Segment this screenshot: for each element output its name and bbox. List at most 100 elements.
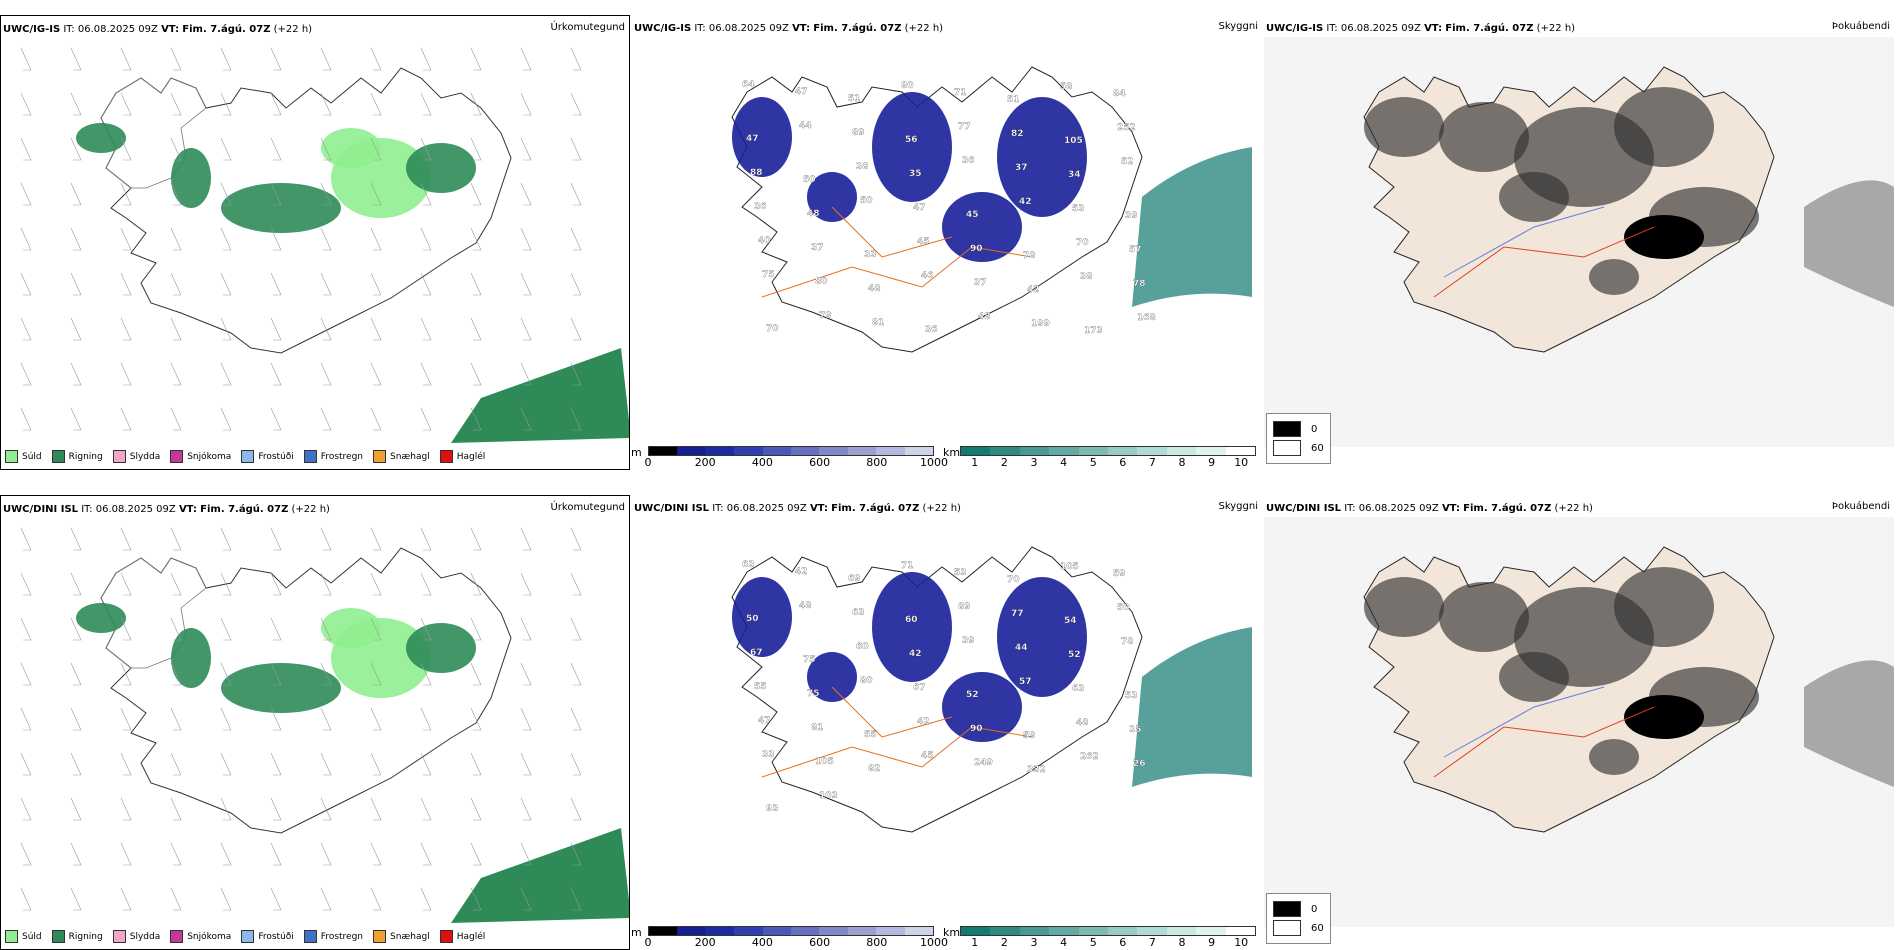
legend-label: Snæhagl [390,451,430,462]
iceland-map [20,527,629,923]
wind-barb [270,797,282,821]
wind-barb [520,407,532,431]
colorbar-unit: km [943,926,961,939]
wind-barb [220,572,232,596]
legend-swatch [170,450,184,463]
wind-barb [470,362,482,386]
wind-barb [420,797,432,821]
wind-barb [320,797,332,821]
low-cloud-area [732,97,792,177]
wind-barb [120,572,132,596]
wind-barb [220,137,232,161]
wind-barb [370,842,382,866]
colorbar-segment [1225,927,1256,935]
fog-legend-label: 0 [1311,903,1318,915]
panel-header: UWC/IG-IS IT: 06.08.2025 09Z VT: Fim. 7.… [634,23,944,34]
colorbar-segment [649,447,678,455]
cloud-base-label: 48 [868,284,881,294]
wind-barb [370,662,382,686]
iceland-outline [1264,517,1894,927]
colorbar-segment [1078,927,1109,935]
wind-barb [520,707,532,731]
wind-barb [570,752,582,776]
colorbar-tick-label: 1000 [920,936,948,949]
wind-barb [570,572,582,596]
cloud-base-label: 78 [1133,279,1146,289]
legend-label: Snjókoma [187,451,232,462]
colorbar-segment [847,447,877,455]
wind-barb [470,227,482,251]
wind-barb [570,707,582,731]
river-line [1443,686,1605,758]
wind-barb [470,797,482,821]
colorbar-segment [762,447,792,455]
colorbar-segment [1019,927,1050,935]
legend-item: Snæhagl [373,930,430,943]
wind-barb [170,362,182,386]
wind-barb [420,47,432,71]
colorbar-segment [1049,447,1079,455]
fog-area [1499,652,1569,702]
cloud-base-label: 50 [803,175,816,185]
colorbar-segment [1078,447,1109,455]
wind-barb [520,137,532,161]
colorbar-segment [847,927,877,935]
colorbar-tick-label: 0 [644,456,652,469]
wind-barb [520,752,532,776]
wind-barb [220,362,232,386]
cloud-base-label: 59 [1113,569,1126,579]
legend-item: Frostregn [303,930,363,943]
iceland-outline [20,47,629,443]
cloud-base-label: 105 [815,757,834,767]
cloud-base-label: 58 [1060,82,1073,92]
cloud-base-label: 36 [925,325,938,335]
fog-area [1589,739,1639,775]
legend-swatch [112,930,126,943]
wind-barb [520,842,532,866]
wind-barb [170,707,182,731]
cloud-base-label: 51 [1007,95,1020,105]
colorbar-segment [734,927,763,935]
wind-barb [270,227,282,251]
cloud-base-label: 78 [1121,637,1134,647]
colorbar-tick-label: 600 [809,936,831,949]
wind-barb [570,137,582,161]
wind-barb [120,662,132,686]
wind-barb [320,362,332,386]
colorbar-segment [961,927,991,935]
colorbar-tick-label: 4 [1060,936,1068,949]
wind-barb [220,662,232,686]
cloud-base-label: 105 [1064,136,1083,146]
colorbar-tick-label: 7 [1148,936,1156,949]
wind-barb [470,272,482,296]
wind-barb [320,317,332,341]
wind-barb [520,617,532,641]
wind-barb [70,407,82,431]
colorbar-segment [734,447,763,455]
wind-barb [20,797,32,821]
wind-barb [470,662,482,686]
colorbar-segment [990,447,1020,455]
wind-barb [120,527,132,551]
wind-barb [120,92,132,116]
cloud-base-label: 89 [852,128,865,138]
wind-barb [270,527,282,551]
colorbar-segment [1166,447,1197,455]
cloud-base-label: 39 [962,636,975,646]
wind-barb [220,752,232,776]
wind-barb [20,572,32,596]
cloud-base-label: 332 [1027,765,1046,775]
cloud-base-label: 81 [872,318,885,328]
fog-legend-label: 0 [1311,423,1318,435]
wind-barb [270,662,282,686]
colorbar-tick-label: 5 [1089,456,1097,469]
cloud-base-label: 42 [1019,197,1032,207]
cloud-base-label: 35 [1129,725,1142,735]
wind-barb [420,317,432,341]
wind-barb [470,317,482,341]
ceiling-panel-row1: UWC/IG-IS IT: 06.08.2025 09Z VT: Fim. 7.… [632,15,1262,470]
low-cloud-area [942,192,1022,262]
legend-item: Frostúði [241,450,294,463]
cloud-base-label: 42 [1027,285,1040,295]
road-line [1433,706,1655,778]
